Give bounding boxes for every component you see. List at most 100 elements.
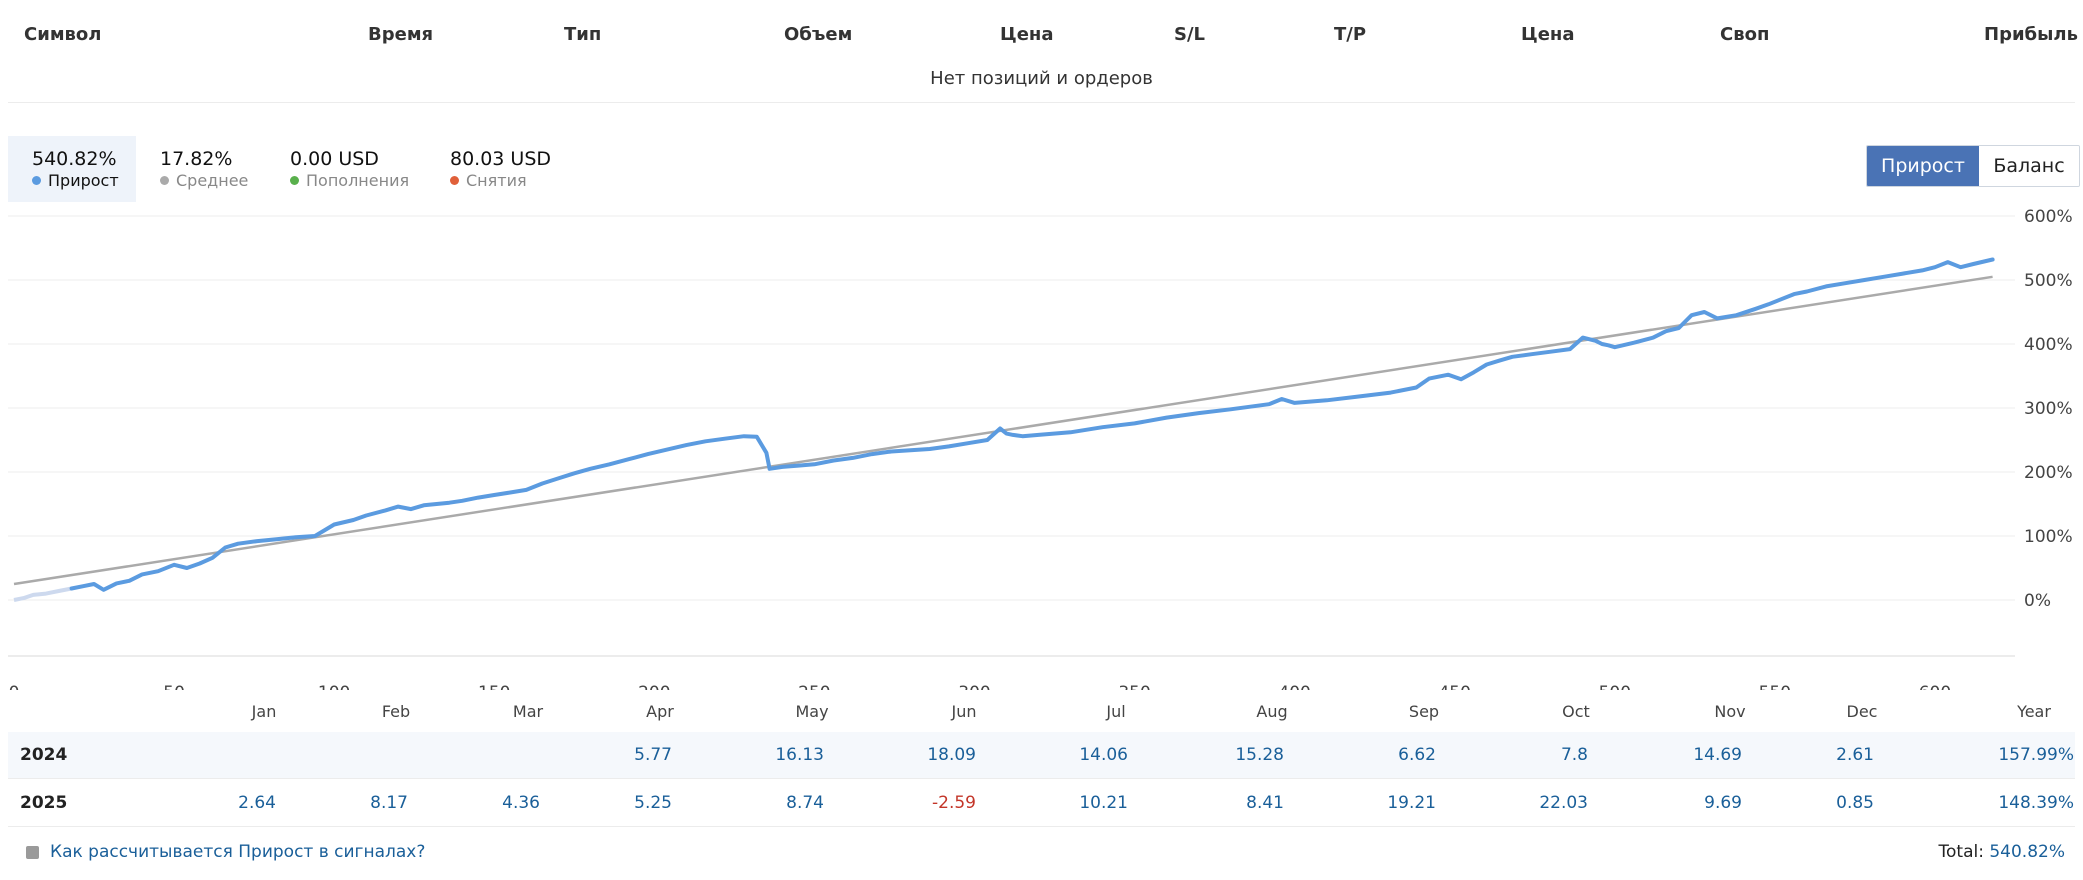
month-value: 8.17 <box>370 793 408 813</box>
month-value: 14.06 <box>1079 745 1128 765</box>
month-value: 16.13 <box>775 745 824 765</box>
month-value: 4.36 <box>502 793 540 813</box>
stat-growth[interactable]: 540.82% Прирост <box>8 136 136 202</box>
months-header: Jan Feb Mar Apr May Jun Jul Aug Sep Oct Nov Dec Year <box>8 700 2075 728</box>
growth-help-link[interactable]: Как рассчитывается Прирост в сигналах? <box>50 842 426 862</box>
month-header-jul: Jul <box>1106 702 1126 721</box>
y-tick-label: 400% <box>2024 335 2073 355</box>
month-value: 14.69 <box>1693 745 1742 765</box>
month-header-jan: Jan <box>251 702 277 721</box>
x-tick-label: 300 <box>958 683 990 690</box>
month-header-sep: Sep <box>1408 702 1440 721</box>
x-tick-label: 550 <box>1759 683 1791 690</box>
year-label: 2024 <box>20 745 68 765</box>
year-row-2025: 2025 2.64 8.17 4.36 5.25 8.74 -2.59 10.21 8.41 19… <box>8 780 2075 827</box>
stat-growth-value: 540.82% <box>32 148 117 170</box>
x-tick-label: 0 <box>9 683 20 690</box>
month-value: 0.85 <box>1836 793 1874 813</box>
month-header-feb: Feb <box>381 702 411 721</box>
month-header-dec: Dec <box>1846 702 1878 721</box>
y-tick-label: 300% <box>2024 399 2073 419</box>
footer: Как рассчитывается Прирост в сигналах? T… <box>8 838 2075 872</box>
stat-deposits-label: Пополнения <box>290 171 409 190</box>
x-tick-label: 250 <box>798 683 830 690</box>
month-value: 22.03 <box>1539 793 1588 813</box>
y-tick-label: 600% <box>2024 207 2073 227</box>
stat-deposits[interactable]: 0.00 USD Пополнения <box>280 136 420 202</box>
no-positions-message: Нет позиций и ордеров <box>8 66 2075 103</box>
growth-line <box>69 257 1995 592</box>
x-tick-label: 350 <box>1118 683 1150 690</box>
total-value: 540.82% <box>1989 842 2065 862</box>
growth-toggle-button[interactable]: Прирост <box>1867 146 1979 186</box>
balance-toggle-button[interactable]: Баланс <box>1979 146 2079 186</box>
year-label: 2025 <box>20 793 68 813</box>
growth-line-start <box>13 586 72 602</box>
y-tick-label: 500% <box>2024 271 2073 291</box>
y-tick-label: 100% <box>2024 527 2073 547</box>
col-symbol[interactable]: Символ <box>24 24 102 45</box>
month-value: 148.39% <box>1998 793 2074 813</box>
x-tick-label: 600 <box>1919 683 1951 690</box>
month-header-aug: Aug <box>1256 702 1288 721</box>
month-header-mar: Mar <box>512 702 544 721</box>
growth-chart: 0% 100% 200% 300% 400% 500% 600% 0 50 100 150 200 25… <box>8 207 2073 690</box>
x-tick-label: 100 <box>318 683 350 690</box>
y-tick-label: 0% <box>2024 591 2051 611</box>
stat-average-label: Среднее <box>160 171 248 190</box>
month-value: 6.62 <box>1398 745 1436 765</box>
month-value: 19.21 <box>1387 793 1436 813</box>
month-value: 8.41 <box>1246 793 1284 813</box>
col-tp[interactable]: T/P <box>1334 24 1367 45</box>
month-header-oct: Oct <box>1562 702 1590 721</box>
legend-dot-icon <box>32 176 41 185</box>
legend-dot-icon <box>450 176 459 185</box>
col-price-2[interactable]: Цена <box>1521 24 1575 45</box>
x-tick-label: 400 <box>1278 683 1310 690</box>
col-profit[interactable]: Прибыль <box>1984 24 2078 45</box>
month-value: 15.28 <box>1235 745 1284 765</box>
col-time[interactable]: Время <box>368 24 434 45</box>
month-value: 5.77 <box>634 745 672 765</box>
stat-growth-label: Прирост <box>32 171 119 190</box>
month-header-jun: Jun <box>951 702 977 721</box>
stat-withdrawals-value: 80.03 USD <box>450 148 552 170</box>
col-type[interactable]: Тип <box>564 24 602 45</box>
month-header-apr: Apr <box>646 702 674 721</box>
legend-dot-icon <box>160 176 169 185</box>
x-tick-label: 500 <box>1599 683 1631 690</box>
x-tick-label: 450 <box>1438 683 1470 690</box>
month-value: -2.59 <box>932 793 976 813</box>
month-value: 10.21 <box>1079 793 1128 813</box>
x-tick-label: 150 <box>478 683 510 690</box>
month-value: 2.61 <box>1836 745 1874 765</box>
year-row-2024: 2024 5.77 16.13 18.09 14.06 15.28 6.62 7.8 14.69… <box>8 732 2075 779</box>
stat-deposits-value: 0.00 USD <box>290 148 379 170</box>
col-swap[interactable]: Своп <box>1720 24 1770 45</box>
month-header-year: Year <box>2017 702 2051 721</box>
positions-table-header: Символ Время Тип Объем Цена S/L T/P Цена… <box>8 0 2078 68</box>
stat-withdrawals[interactable]: 80.03 USD Снятия <box>440 136 570 202</box>
month-value: 18.09 <box>927 745 976 765</box>
col-volume[interactable]: Объем <box>784 24 853 45</box>
month-header-may: May <box>795 702 829 721</box>
stat-average-value: 17.82% <box>160 148 233 170</box>
col-sl[interactable]: S/L <box>1174 24 1206 45</box>
month-value: 8.74 <box>786 793 824 813</box>
total-summary: Total: 540.82% <box>1938 842 2065 862</box>
x-tick-label: 50 <box>163 683 185 690</box>
col-price[interactable]: Цена <box>1000 24 1054 45</box>
x-tick-label: 200 <box>638 683 670 690</box>
month-value: 2.64 <box>238 793 276 813</box>
month-header-nov: Nov <box>1714 702 1746 721</box>
month-value: 157.99% <box>1998 745 2074 765</box>
stat-average[interactable]: 17.82% Среднее <box>150 136 260 202</box>
month-value: 5.25 <box>634 793 672 813</box>
legend-dot-icon <box>290 176 299 185</box>
help-icon <box>26 846 39 859</box>
month-value: 9.69 <box>1704 793 1742 813</box>
chart-mode-toggle: Прирост Баланс <box>1866 145 2080 187</box>
y-tick-label: 200% <box>2024 463 2073 483</box>
stat-withdrawals-label: Снятия <box>450 171 527 190</box>
month-value: 7.8 <box>1560 745 1588 765</box>
